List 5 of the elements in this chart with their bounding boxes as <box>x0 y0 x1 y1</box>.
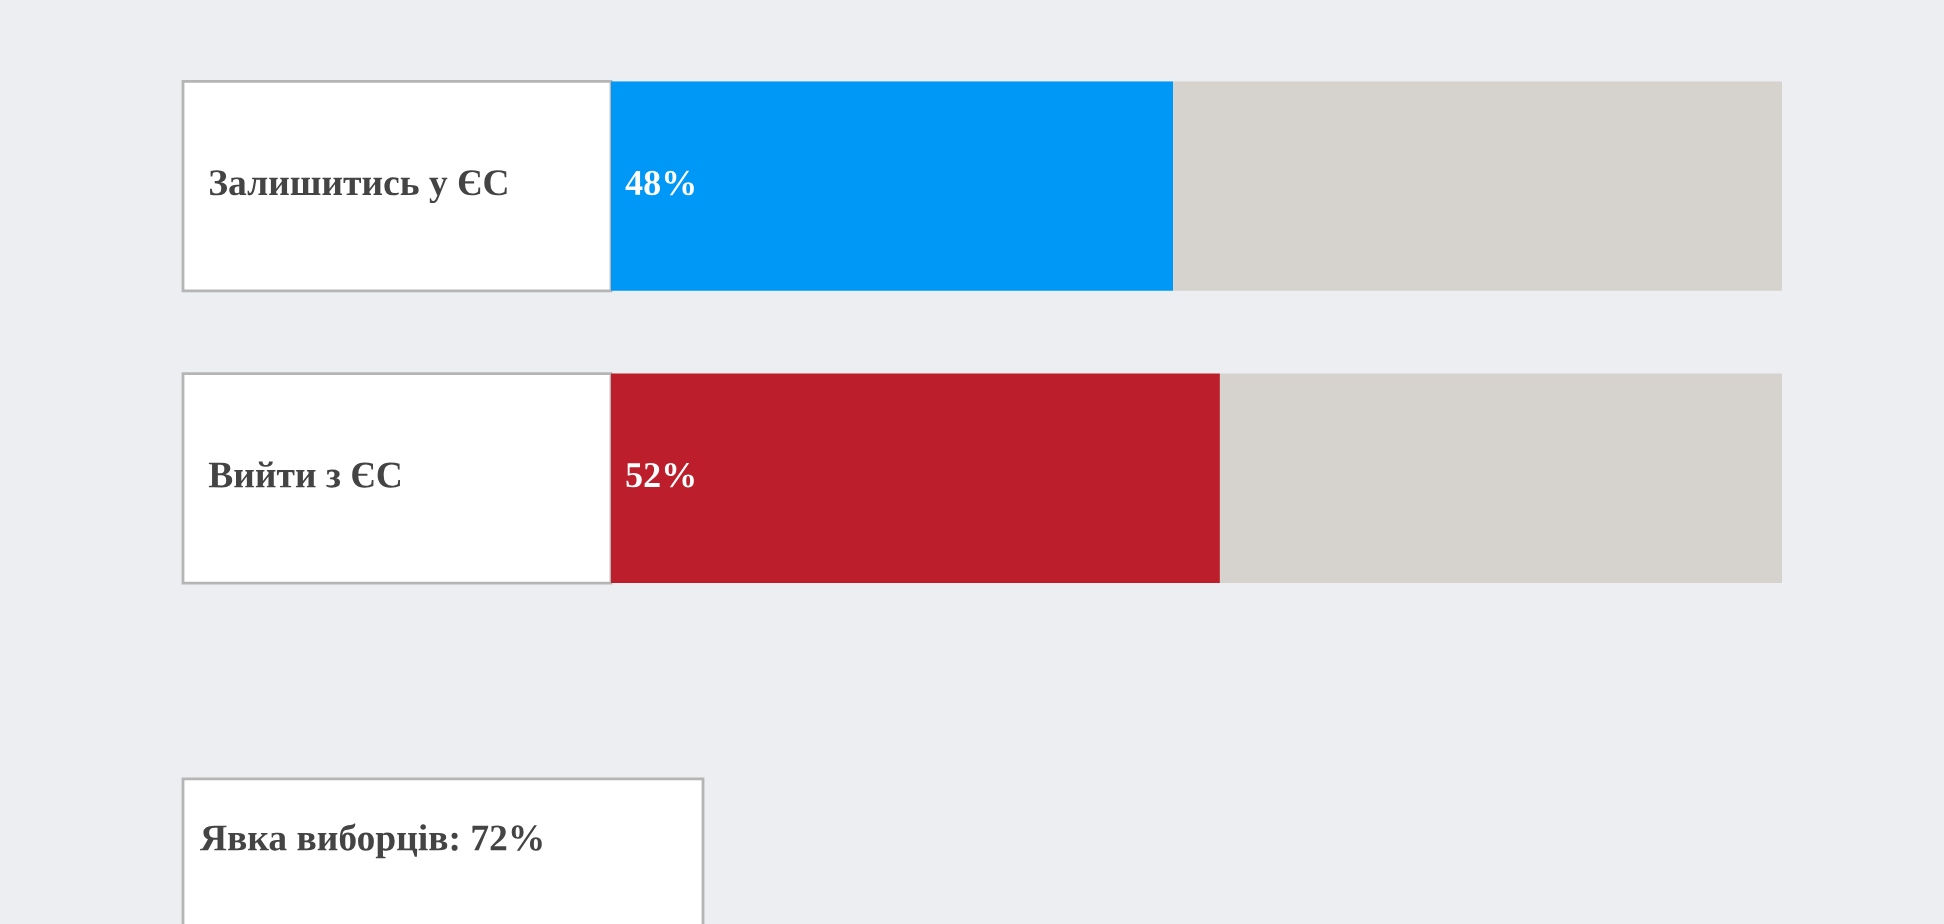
y-tick-label: Вийти з ЄС <box>208 461 400 488</box>
data-label: 48% <box>625 170 694 196</box>
text: Явка виборців: 72% <box>200 823 542 859</box>
y-tick-label: Залишитись у ЄС <box>209 170 507 204</box>
data-label: 52% <box>626 462 694 488</box>
